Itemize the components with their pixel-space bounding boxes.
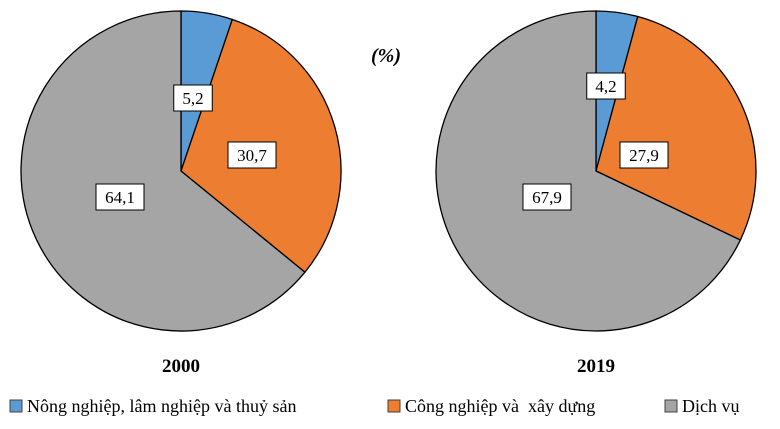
data-label-box-agriculture-2000	[173, 84, 213, 112]
data-label-agriculture-2019: 4,2	[595, 77, 616, 96]
data-label-box-services-2019	[522, 183, 572, 211]
data-label-industry-2000: 30,7	[237, 146, 267, 165]
pie-chart-2000: 5,2 30,7 64,1	[20, 10, 342, 332]
data-label-box-services-2000	[95, 183, 145, 211]
data-label-services-2000: 64,1	[105, 188, 135, 207]
data-label-box-agriculture-2019	[586, 72, 626, 100]
unit-label: (%)	[371, 45, 401, 67]
data-label-agriculture-2000: 5,2	[182, 89, 203, 108]
legend: Nông nghiệp, lâm nghiệp và thuỷ sản Công…	[9, 396, 740, 416]
legend-swatch-services	[664, 399, 678, 413]
pie-slice-services-2000	[20, 10, 306, 332]
pie-chart-2019: 4,2 27,9 67,9	[435, 10, 757, 332]
legend-label-services: Dịch vụ	[682, 396, 740, 416]
legend-swatch-agriculture	[9, 399, 23, 413]
data-label-box-industry-2000	[227, 141, 277, 169]
legend-label-industry: Công nghiệp và xây dựng	[405, 396, 595, 416]
year-label-2000: 2000	[162, 356, 200, 377]
legend-label-agriculture: Nông nghiệp, lâm nghiệp và thuỷ sản	[27, 396, 296, 416]
data-label-services-2019: 67,9	[532, 188, 562, 207]
data-label-industry-2019: 27,9	[629, 146, 659, 165]
year-label-2019: 2019	[577, 356, 615, 377]
legend-swatch-industry	[387, 399, 401, 413]
data-label-box-industry-2019	[619, 141, 669, 169]
pie-slice-industry-2019	[595, 15, 757, 241]
pie-slice-services-2019	[435, 10, 742, 332]
